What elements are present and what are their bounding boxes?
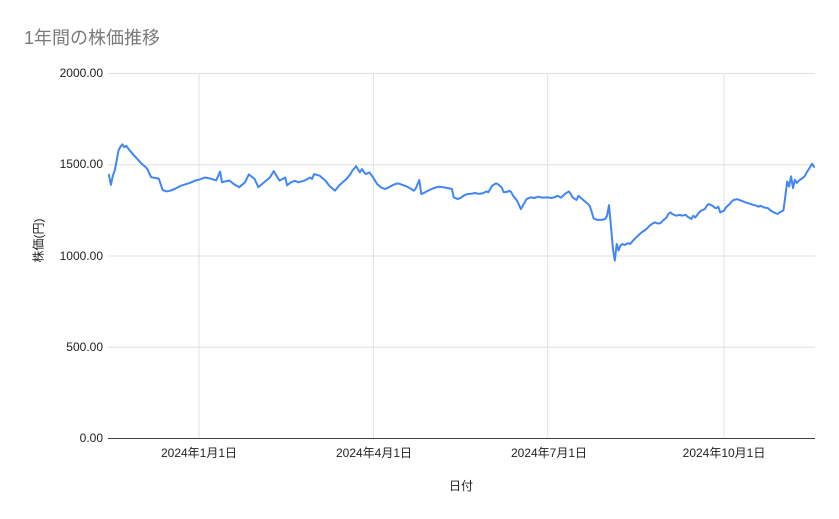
- plot-area: [108, 73, 815, 439]
- x-tick-label: 2024年1月1日: [160, 446, 238, 460]
- x-tick-label: 2024年4月1日: [335, 446, 413, 460]
- y-tick-label: 1000.00: [59, 249, 103, 263]
- x-axis-title: 日付: [448, 479, 473, 493]
- y-tick-label: 0.00: [79, 431, 103, 445]
- y-tick-label: 1500.00: [59, 157, 103, 171]
- chart-title: 1年間の株価推移: [24, 28, 161, 48]
- x-tick-label: 2024年10月1日: [682, 446, 766, 460]
- y-tick-label: 500.00: [66, 340, 103, 354]
- y-tick-label: 2000.00: [59, 66, 103, 80]
- x-tick-label: 2024年7月1日: [510, 446, 588, 460]
- price-line: [108, 143, 815, 262]
